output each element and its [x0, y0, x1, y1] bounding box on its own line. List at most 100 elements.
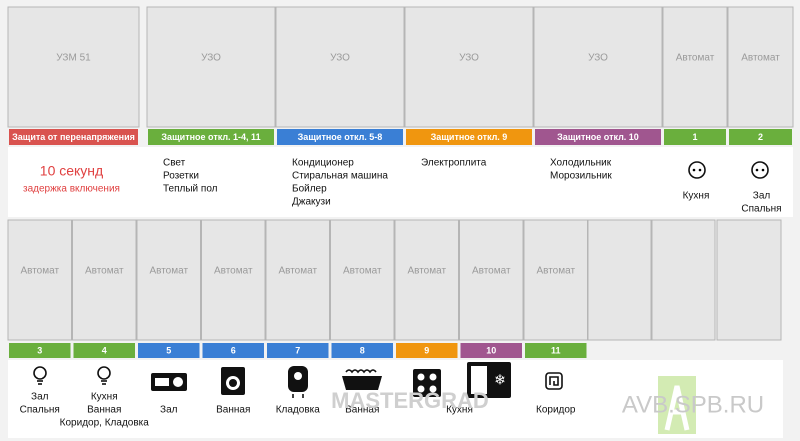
tag-label: 4 — [102, 345, 107, 355]
note: Коридор, Кладовка — [60, 418, 150, 429]
note: Зал — [160, 405, 178, 416]
note: Кондиционер — [292, 158, 354, 169]
note: Спальня — [20, 405, 60, 416]
module-name: Автомат — [407, 266, 446, 277]
watermark: MASTERGRAD — [331, 388, 489, 413]
module — [7, 219, 72, 341]
note: Бойлер — [292, 184, 327, 195]
module — [265, 219, 330, 341]
note: Ванная — [87, 405, 121, 416]
module — [459, 219, 524, 341]
module — [146, 6, 276, 128]
tag-label: 9 — [424, 345, 429, 355]
tag-bar — [73, 343, 135, 358]
tag-label: 5 — [166, 345, 171, 355]
module — [72, 219, 137, 341]
tag-label: 2 — [758, 132, 763, 142]
tag-bar — [396, 343, 458, 358]
heated-floor-icon — [545, 372, 563, 390]
note: Джакузи — [292, 197, 331, 208]
module-name: Автомат — [214, 266, 253, 277]
note: Зал — [31, 392, 49, 403]
module — [662, 6, 728, 128]
module — [533, 6, 663, 128]
module-name: Автомат — [20, 266, 59, 277]
delay-headline: 10 секунд — [40, 163, 103, 179]
tag-label: Защитное откл. 5-8 — [298, 132, 383, 142]
note: Электроплита — [421, 158, 487, 169]
note: Ванная — [345, 405, 379, 416]
socket-icon — [751, 161, 769, 179]
note: Холодильник — [550, 158, 612, 169]
tag-label: 11 — [551, 345, 561, 355]
module — [275, 6, 405, 128]
svg-text:❄: ❄ — [494, 372, 506, 388]
tag-label: Защитное откл. 9 — [431, 132, 508, 142]
tag-bar — [138, 343, 200, 358]
delay-subline: задержка включения — [23, 184, 120, 195]
washer-icon — [221, 367, 245, 395]
module-name: Автомат — [149, 266, 188, 277]
icons: ❄ — [33, 161, 769, 398]
logo — [658, 376, 696, 434]
module-name: Автомат — [278, 266, 317, 277]
tag-label: Защитное откл. 1-4, 11 — [161, 132, 260, 142]
tag-bar — [729, 129, 792, 145]
module — [523, 219, 588, 341]
module-name: УЗО — [201, 53, 221, 64]
tag-label: Защита от перенапряжения — [12, 132, 135, 142]
tag-label: Защитное откл. 10 — [557, 132, 639, 142]
jacuzzi-icon — [342, 369, 382, 390]
module — [727, 6, 794, 128]
module — [136, 219, 201, 341]
note: Ванная — [216, 405, 250, 416]
note: Стиральная машина — [292, 171, 388, 182]
tag-label: 10 — [486, 345, 496, 355]
tag-label: 3 — [37, 345, 42, 355]
watermark: AVB.SPB.RU — [622, 391, 764, 418]
tag-label: 6 — [231, 345, 236, 355]
bulb-icon — [33, 366, 47, 385]
tag-bar — [460, 343, 522, 358]
boiler-icon — [288, 366, 308, 398]
note: Спальня — [741, 204, 781, 215]
bottom-notes-area — [8, 360, 783, 438]
empty-slot — [587, 219, 652, 341]
note: Морозильник — [550, 171, 612, 182]
fridge-icon: ❄ — [467, 362, 511, 398]
note: Кухня — [683, 191, 710, 202]
note: Коридор — [536, 405, 576, 416]
tag-bar — [277, 129, 403, 145]
tag-label: 1 — [692, 132, 697, 142]
ac-icon — [151, 373, 187, 391]
module-name: Автомат — [741, 53, 780, 64]
note: Кладовка — [276, 405, 321, 416]
stove-icon — [413, 369, 441, 397]
note: Кухня — [91, 392, 118, 403]
tag-label: 7 — [295, 345, 300, 355]
bulb-icon — [97, 366, 111, 385]
tag-bar — [406, 129, 532, 145]
note: Теплый пол — [163, 184, 218, 195]
empty-slot — [651, 219, 716, 341]
module — [394, 219, 459, 341]
empty-slots — [587, 219, 782, 341]
module-name: Автомат — [536, 266, 575, 277]
module — [201, 219, 266, 341]
tag-bar — [202, 343, 264, 358]
module-name: Автомат — [472, 266, 511, 277]
module-name: УЗМ 51 — [56, 53, 91, 64]
tag-bar — [267, 343, 329, 358]
module-name: Автомат — [676, 53, 715, 64]
note: Зал — [753, 191, 771, 202]
module-name: Автомат — [343, 266, 382, 277]
note: Розетки — [163, 171, 199, 182]
empty-slot — [716, 219, 782, 341]
tag-bar — [664, 129, 726, 145]
module — [7, 6, 140, 128]
module — [404, 6, 534, 128]
socket-icon — [688, 161, 706, 179]
module-name: Автомат — [85, 266, 124, 277]
tag-bar — [9, 129, 138, 145]
